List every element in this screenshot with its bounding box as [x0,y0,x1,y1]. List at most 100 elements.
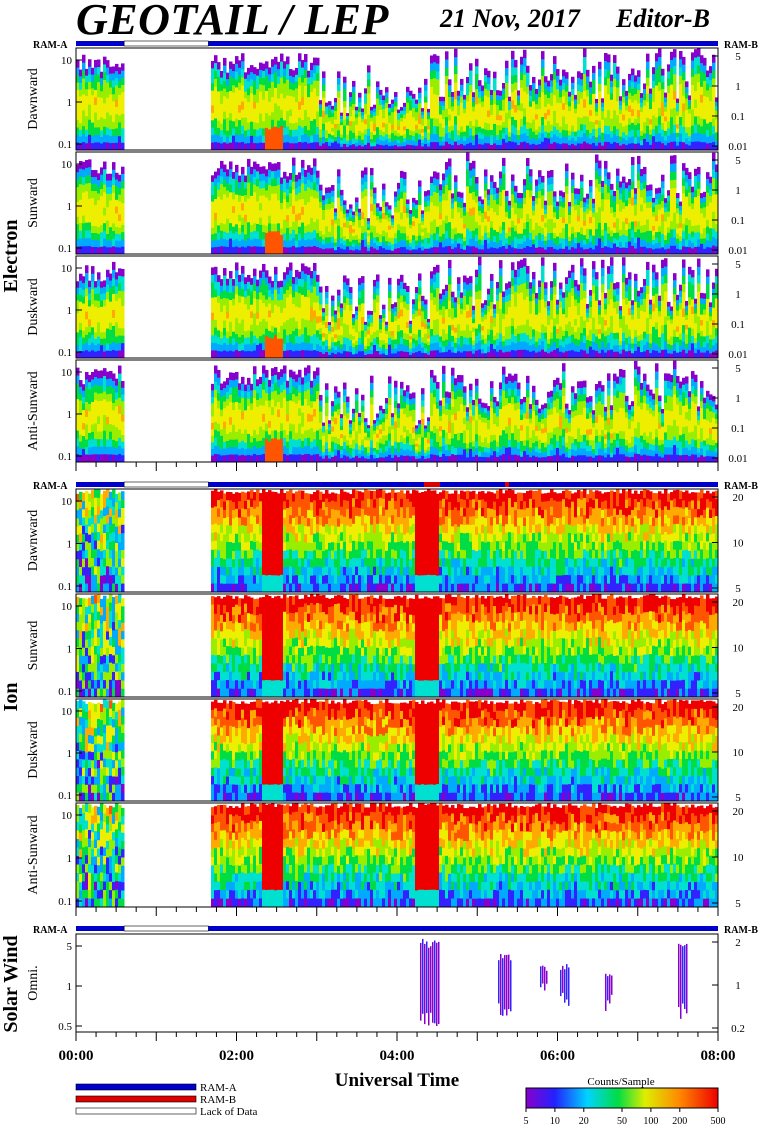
spectrogram-cell [229,300,233,308]
spectrogram-cell [307,83,311,92]
spectrogram-cell [583,239,587,246]
spectrogram-cell [223,179,227,188]
spectrogram-cell [256,325,260,333]
spectrogram-cell [469,200,473,209]
spectrogram-cell [298,199,302,207]
spectrogram-cell [100,210,104,219]
spectrogram-cell [586,248,590,255]
spectrogram-cell [295,234,299,242]
spectrogram-cell [586,103,590,111]
spectrogram-cell [463,202,467,208]
spectrogram-cell [412,249,416,255]
spectrogram-cell [580,240,584,248]
spectrogram-cell [610,242,614,249]
spectrogram-cell [268,276,272,284]
spectrogram-cell [568,236,572,242]
spectrogram-cell [352,121,356,128]
spectrogram-cell [274,134,278,143]
spectrogram-cell [103,293,107,301]
spectrogram-cell [568,125,572,132]
spectrogram-cell [538,102,542,110]
spectrogram-cell [295,88,299,96]
spectrogram-cell [280,183,284,191]
spectrogram-cell [403,247,407,255]
spectrogram-cell [271,163,275,172]
spectrogram-cell [244,91,248,99]
spectrogram-cell [283,212,287,221]
spectrogram-cell [289,240,293,248]
spectrogram-cell [688,192,692,200]
spectrogram-cell [697,82,701,92]
spectrogram-cell [325,187,329,194]
spectrogram-cell [490,247,494,255]
spectrogram-cell [511,194,515,202]
spectrogram-cell [463,224,467,229]
spectrogram-cell [121,268,125,277]
spectrogram-cell [340,118,344,123]
spectrogram-cell [475,58,479,67]
spectrogram-cell [286,118,290,128]
spectrogram-cell [310,84,314,93]
spectrogram-cell [556,210,560,216]
spectrogram-cell [352,144,356,151]
spectrogram-cell [673,74,677,84]
spectrogram-cell [655,237,659,244]
spectrogram-cell [553,71,557,81]
spectrogram-cell [472,135,476,141]
spectrogram-cell [232,71,236,79]
spectrogram-cell [562,238,566,245]
spectrogram-cell [391,112,395,117]
spectrogram-cell [364,103,368,110]
spectrogram-cell [85,122,89,131]
spectrogram-cell [529,112,533,119]
spectrogram-cell [229,246,233,255]
spectrogram-cell [328,129,332,135]
spectrogram-cell [262,350,266,359]
spectrogram-cell [310,239,314,248]
spectrogram-cell [694,246,698,255]
spectrogram-cell [238,135,242,144]
spectrogram-cell [103,87,107,97]
spectrogram-cell [226,285,230,293]
spectrogram-cell [349,116,353,122]
spectrogram-cell [673,196,677,206]
spectrogram-cell [97,67,101,76]
spectrogram-cell [703,202,707,208]
spectrogram-cell [322,136,326,144]
spectrogram-cell [511,181,515,189]
spectrogram-cell [349,229,353,234]
spectrogram-cell [91,240,95,248]
spectrogram-cell [427,216,431,223]
spectrogram-cell [634,221,638,228]
spectrogram-cell [655,125,659,135]
spectrogram-cell [403,219,407,228]
spectrogram-cell [502,144,506,151]
spectrogram-cell [241,109,245,119]
spectrogram-cell [343,236,347,242]
spectrogram-cell [325,118,329,123]
spectrogram-cell [214,226,218,234]
spectrogram-cell [667,121,671,130]
spectrogram-cell [238,247,242,255]
spectrogram-cell [268,246,272,255]
spectrogram-cell [115,63,119,72]
spectrogram-cell [643,246,647,255]
spectrogram-cell [625,236,629,243]
spectrogram-cell [223,164,227,173]
spectrogram-cell [355,121,359,126]
spectrogram-cell [400,142,404,147]
spectrogram-cell [313,174,317,183]
spectrogram-cell [232,325,236,333]
spectrogram-cell [490,214,494,222]
spectrogram-cell [259,174,263,182]
spectrogram-cell [82,177,86,186]
spectrogram-cell [613,190,617,197]
spectrogram-cell [577,237,581,244]
spectrogram-cell [283,226,287,234]
spectrogram-cell [547,170,551,179]
spectrogram-cell [547,121,551,128]
spectrogram-cell [607,126,611,135]
spectrogram-cell [571,113,575,120]
spectrogram-cell [406,240,410,246]
spectrogram-cell [580,105,584,112]
